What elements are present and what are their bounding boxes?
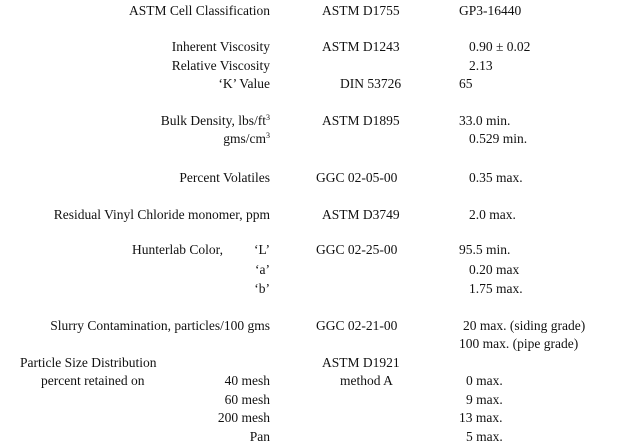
color-b-sub: ‘b’ bbox=[254, 281, 270, 296]
bulk-density-label: Bulk Density, lbs/ft3 bbox=[160, 113, 270, 128]
cell-classification-label: ASTM Cell Classification bbox=[129, 3, 270, 18]
rvcm-label: Residual Vinyl Chloride monomer, ppm bbox=[53, 207, 270, 222]
bulk-density-gms-value: 0.529 min. bbox=[469, 131, 528, 146]
psd-method: ASTM D1921 bbox=[322, 355, 400, 370]
slurry-label: Slurry Contamination, particles/100 gms bbox=[50, 318, 270, 333]
psd-40-sub: 40 mesh bbox=[224, 373, 270, 388]
bulk-density-value: 33.0 min. bbox=[459, 113, 511, 128]
slurry-value-pipe: 100 max. (pipe grade) bbox=[459, 336, 579, 351]
relative-viscosity-value: 2.13 bbox=[469, 58, 493, 73]
psd-200-value: 13 max. bbox=[459, 410, 503, 425]
psd-label: Particle Size Distribution bbox=[20, 355, 157, 370]
k-value-label: ‘K’ Value bbox=[218, 76, 270, 91]
volatiles-method: GGC 02-05-00 bbox=[316, 170, 398, 185]
color-b-value: 1.75 max. bbox=[469, 281, 523, 296]
bulk-density-gms-label: gms/cm3 bbox=[223, 131, 270, 146]
bulk-density-gms-sup: 3 bbox=[266, 131, 270, 140]
psd-200-sub: 200 mesh bbox=[217, 410, 270, 425]
psd-retained-label: percent retained on bbox=[41, 373, 145, 388]
inherent-viscosity-label: Inherent Viscosity bbox=[171, 39, 270, 54]
color-l-value: 95.5 min. bbox=[459, 242, 511, 257]
cell-classification-value: GP3-16440 bbox=[459, 3, 522, 18]
bulk-density-method: ASTM D1895 bbox=[322, 113, 400, 128]
k-value-value: 65 bbox=[459, 76, 473, 91]
color-method: GGC 02-25-00 bbox=[316, 242, 398, 257]
slurry-method: GGC 02-21-00 bbox=[316, 318, 398, 333]
color-label: Hunterlab Color, bbox=[132, 242, 223, 257]
cell-classification-method: ASTM D1755 bbox=[322, 3, 400, 18]
psd-40-value: 0 max. bbox=[466, 373, 503, 388]
rvcm-method: ASTM D3749 bbox=[322, 207, 400, 222]
color-a-value: 0.20 max bbox=[469, 262, 520, 277]
psd-pan-sub: Pan bbox=[249, 429, 270, 444]
psd-pan-value: 5 max. bbox=[466, 429, 503, 444]
k-value-method: DIN 53726 bbox=[340, 76, 402, 91]
relative-viscosity-label: Relative Viscosity bbox=[171, 58, 270, 73]
psd-60-sub: 60 mesh bbox=[224, 392, 270, 407]
psd-60-value: 9 max. bbox=[466, 392, 503, 407]
slurry-value-siding: 20 max. (siding grade) bbox=[463, 318, 586, 333]
rvcm-value: 2.0 max. bbox=[469, 207, 516, 222]
inherent-viscosity-method: ASTM D1243 bbox=[322, 39, 400, 54]
psd-method-a: method A bbox=[340, 373, 393, 388]
volatiles-value: 0.35 max. bbox=[469, 170, 523, 185]
color-a-sub: ‘a’ bbox=[255, 262, 270, 277]
volatiles-label: Percent Volatiles bbox=[179, 170, 270, 185]
bulk-density-sup: 3 bbox=[266, 113, 270, 122]
color-l-sub: ‘L’ bbox=[254, 242, 270, 257]
inherent-viscosity-value: 0.90 ± 0.02 bbox=[469, 39, 531, 54]
